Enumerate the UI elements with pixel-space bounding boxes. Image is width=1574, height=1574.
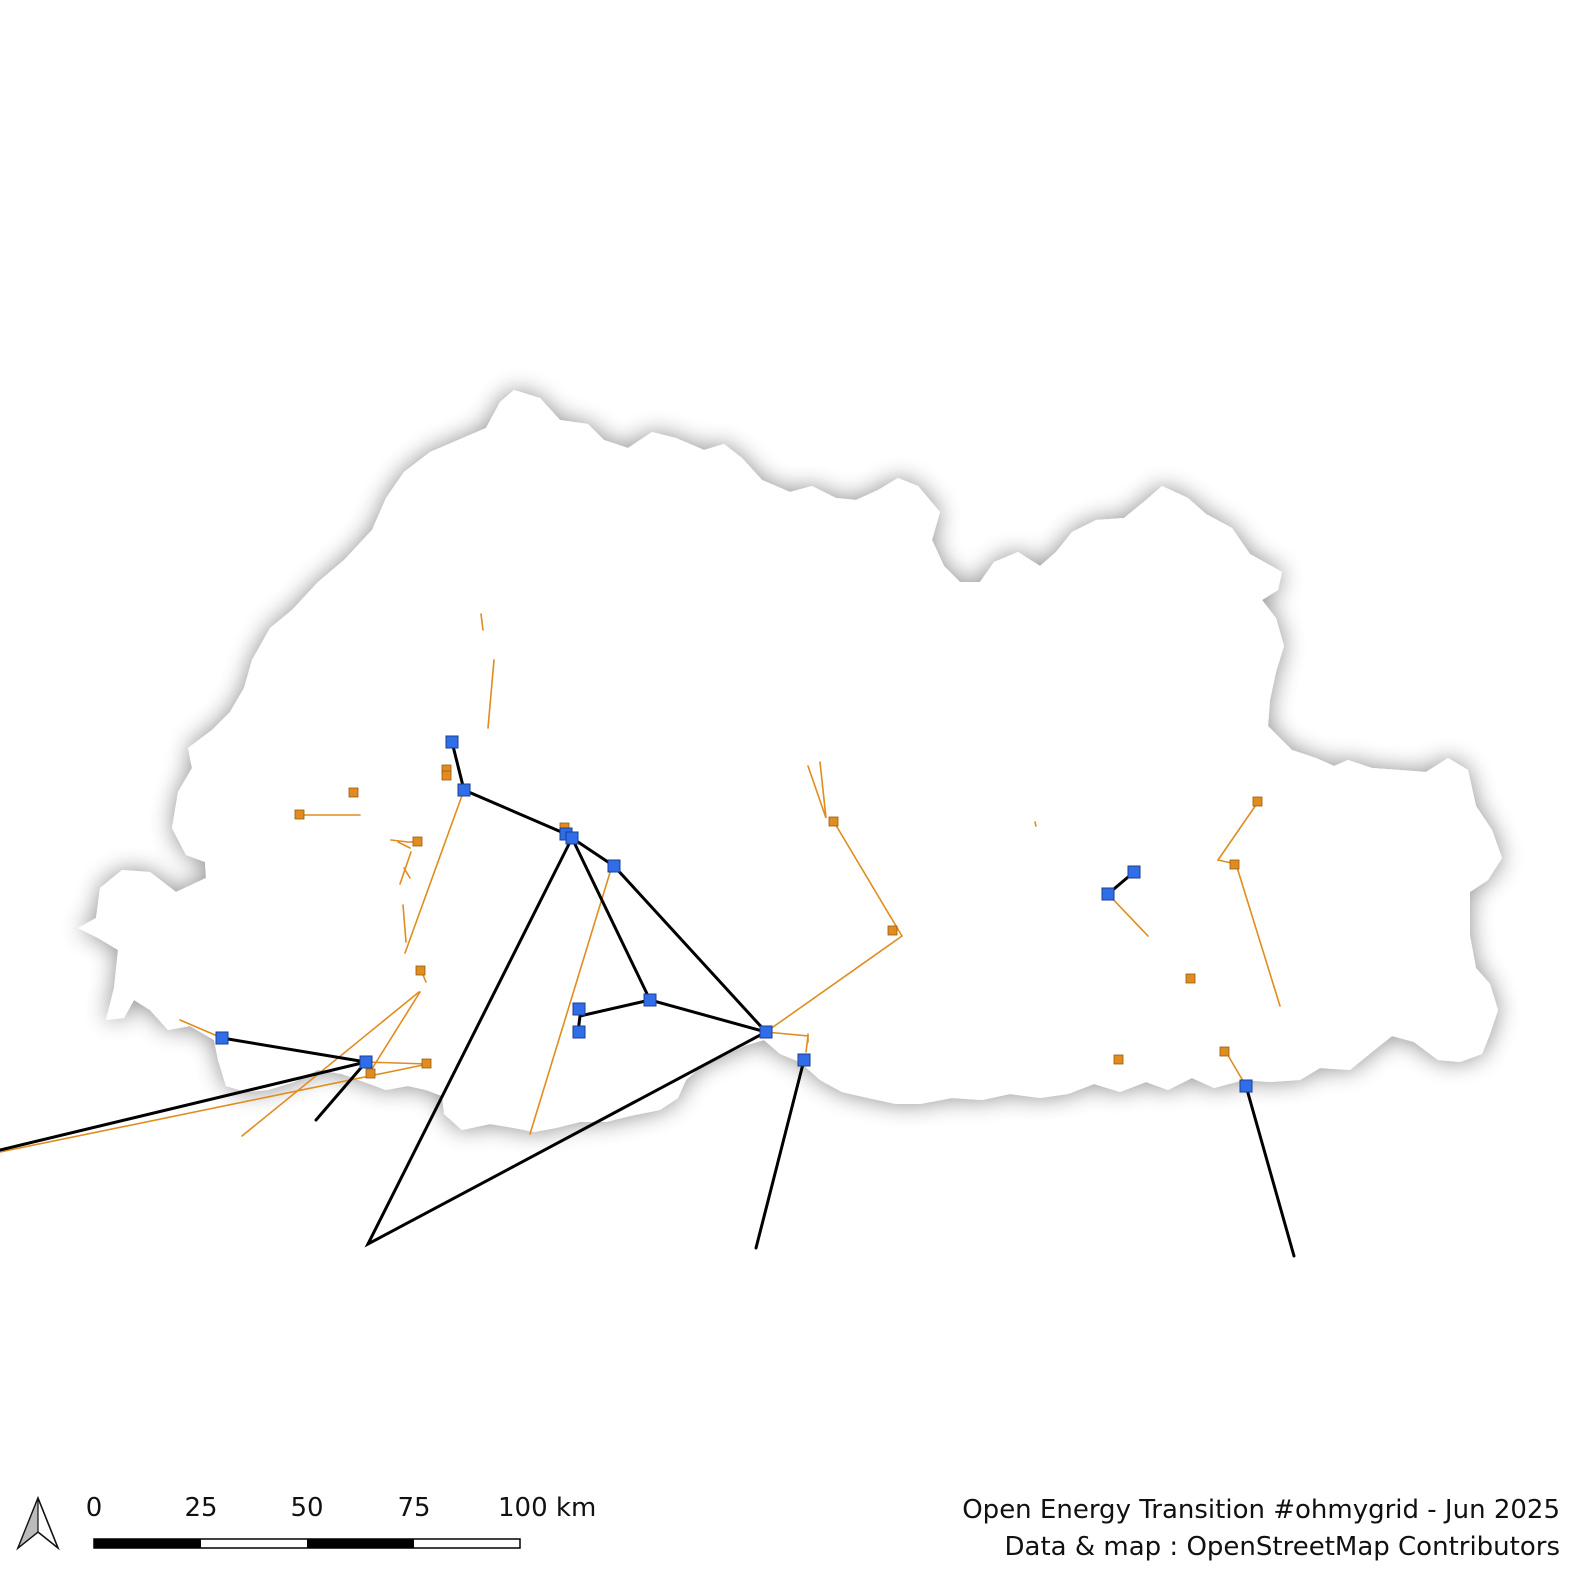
scale-tick-100: 100 km <box>498 1493 596 1523</box>
scale-tick-25: 25 <box>184 1493 217 1523</box>
mv-substation <box>1252 796 1263 807</box>
mv-substation <box>1185 973 1196 984</box>
hv-line <box>754 1058 806 1250</box>
mv-substation <box>365 1068 376 1079</box>
hv-substation <box>565 831 579 845</box>
mv-lines <box>0 613 1281 1153</box>
mv-line <box>833 821 903 937</box>
mv-substation <box>1113 1054 1124 1065</box>
hv-substation <box>215 1031 229 1045</box>
map-credits: Open Energy Transition #ohmygrid - Jun 2… <box>962 1492 1560 1566</box>
mv-substations <box>294 764 1263 1079</box>
scale-tick-75: 75 <box>397 1493 430 1523</box>
mv-line <box>765 1031 809 1053</box>
mv-line <box>369 991 421 1073</box>
hv-line <box>1244 1084 1296 1258</box>
mv-line <box>1235 863 1281 1007</box>
scale-tick-50: 50 <box>290 1493 323 1523</box>
country-outline <box>78 390 1502 1132</box>
north-arrow-icon <box>16 1495 60 1551</box>
hv-substations <box>215 735 1253 1093</box>
hv-line <box>314 1060 368 1122</box>
mv-substation <box>412 836 423 847</box>
mv-line <box>179 1019 223 1039</box>
scale-bar: 0 25 50 75 100 km <box>86 1493 596 1549</box>
mv-line <box>0 1063 429 1153</box>
credits-line-2: Data & map : OpenStreetMap Contributors <box>1004 1532 1560 1562</box>
mv-line <box>402 904 407 943</box>
hv-substation <box>759 1025 773 1039</box>
mv-substation <box>441 770 452 781</box>
mv-line <box>487 659 495 729</box>
mv-substation <box>421 1058 432 1069</box>
mv-line <box>1107 893 1149 937</box>
hv-substation <box>572 1002 586 1016</box>
hv-substation <box>1127 865 1141 879</box>
mv-substation <box>294 809 305 820</box>
mv-line <box>364 1061 429 1065</box>
mv-line <box>529 865 613 1135</box>
mv-substation <box>1219 1046 1230 1057</box>
mv-substation <box>415 965 426 976</box>
mv-substation <box>1229 859 1240 870</box>
hv-substation <box>607 859 621 873</box>
mv-line <box>807 761 827 819</box>
hv-substation <box>572 1025 586 1039</box>
mv-line <box>399 851 412 885</box>
mv-line <box>241 991 420 1137</box>
hv-substation <box>445 735 459 749</box>
credits-line-1: Open Energy Transition #ohmygrid - Jun 2… <box>962 1495 1560 1525</box>
mv-line <box>480 613 484 631</box>
mv-substation <box>348 787 359 798</box>
hv-substation <box>1101 887 1115 901</box>
mv-line <box>765 935 903 1033</box>
mv-line <box>1034 821 1037 827</box>
hv-substation <box>457 783 471 797</box>
hv-substation <box>797 1053 811 1067</box>
hv-substation <box>359 1055 373 1069</box>
hv-substation <box>643 993 657 1007</box>
hv-substation <box>1239 1079 1253 1093</box>
mv-substation <box>828 816 839 827</box>
scale-tick-0: 0 <box>86 1493 103 1523</box>
mv-substation <box>887 925 898 936</box>
mv-line <box>404 789 465 954</box>
